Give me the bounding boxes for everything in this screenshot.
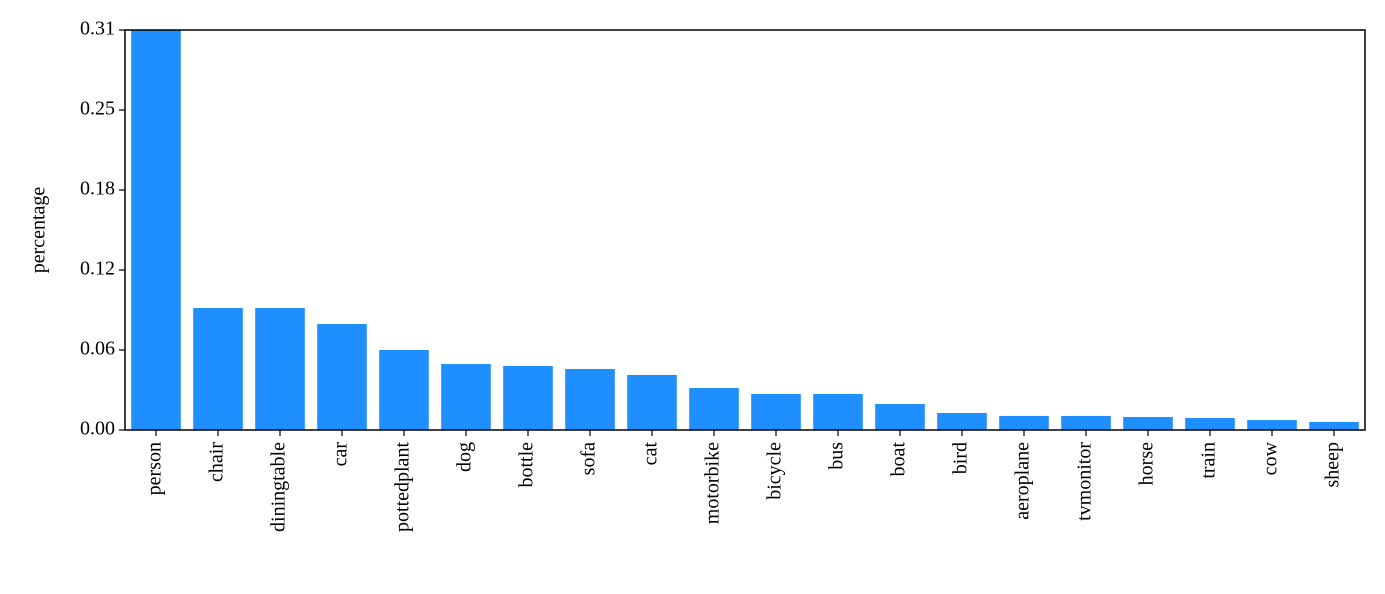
x-tick-label: person — [144, 442, 166, 495]
bar — [379, 350, 429, 430]
bar — [317, 323, 367, 430]
y-tick-label: 0.12 — [80, 258, 115, 280]
y-axis-label: percentage — [28, 187, 50, 274]
bar — [627, 374, 677, 430]
x-tick-label: diningtable — [268, 442, 290, 532]
bar — [813, 393, 863, 430]
bar — [1309, 421, 1359, 430]
x-tick-label: bicycle — [764, 442, 786, 500]
x-tick-label: cow — [1260, 441, 1282, 475]
x-tick-label: chair — [206, 442, 228, 482]
bar — [689, 387, 739, 430]
x-tick-label: bird — [950, 442, 972, 474]
bar — [441, 364, 491, 430]
bar — [503, 366, 553, 430]
x-tick-label: cat — [640, 442, 662, 466]
bar — [875, 403, 925, 430]
y-tick-label: 0.06 — [80, 338, 115, 360]
x-tick-label: sofa — [578, 442, 600, 475]
y-tick-label: 0.25 — [80, 98, 115, 120]
x-tick-label: car — [330, 442, 352, 467]
x-tick-label: aeroplane — [1012, 442, 1034, 520]
bar — [565, 368, 615, 430]
x-tick-label: tvmonitor — [1074, 442, 1096, 521]
x-tick-label: train — [1198, 442, 1220, 479]
bar — [1185, 418, 1235, 430]
bar — [999, 415, 1049, 430]
bar — [193, 307, 243, 430]
y-tick-label: 0.18 — [80, 178, 115, 200]
x-tick-label: dog — [454, 442, 476, 472]
bar — [1247, 419, 1297, 430]
x-tick-label: pottedplant — [392, 442, 414, 532]
bar — [1061, 415, 1111, 430]
x-tick-label: bottle — [516, 442, 538, 488]
x-tick-label: horse — [1136, 442, 1158, 485]
bar — [751, 393, 801, 430]
y-tick-label: 0.31 — [80, 18, 115, 40]
x-tick-label: bus — [826, 442, 848, 470]
x-tick-label: boat — [888, 442, 910, 477]
bar — [131, 30, 181, 430]
plot-frame — [124, 29, 1366, 431]
x-tick-label: sheep — [1322, 442, 1344, 488]
bar — [1123, 416, 1173, 430]
bar — [937, 412, 987, 430]
x-tick-label: motorbike — [702, 442, 724, 524]
bar — [255, 307, 305, 430]
y-tick-label: 0.00 — [80, 418, 115, 440]
